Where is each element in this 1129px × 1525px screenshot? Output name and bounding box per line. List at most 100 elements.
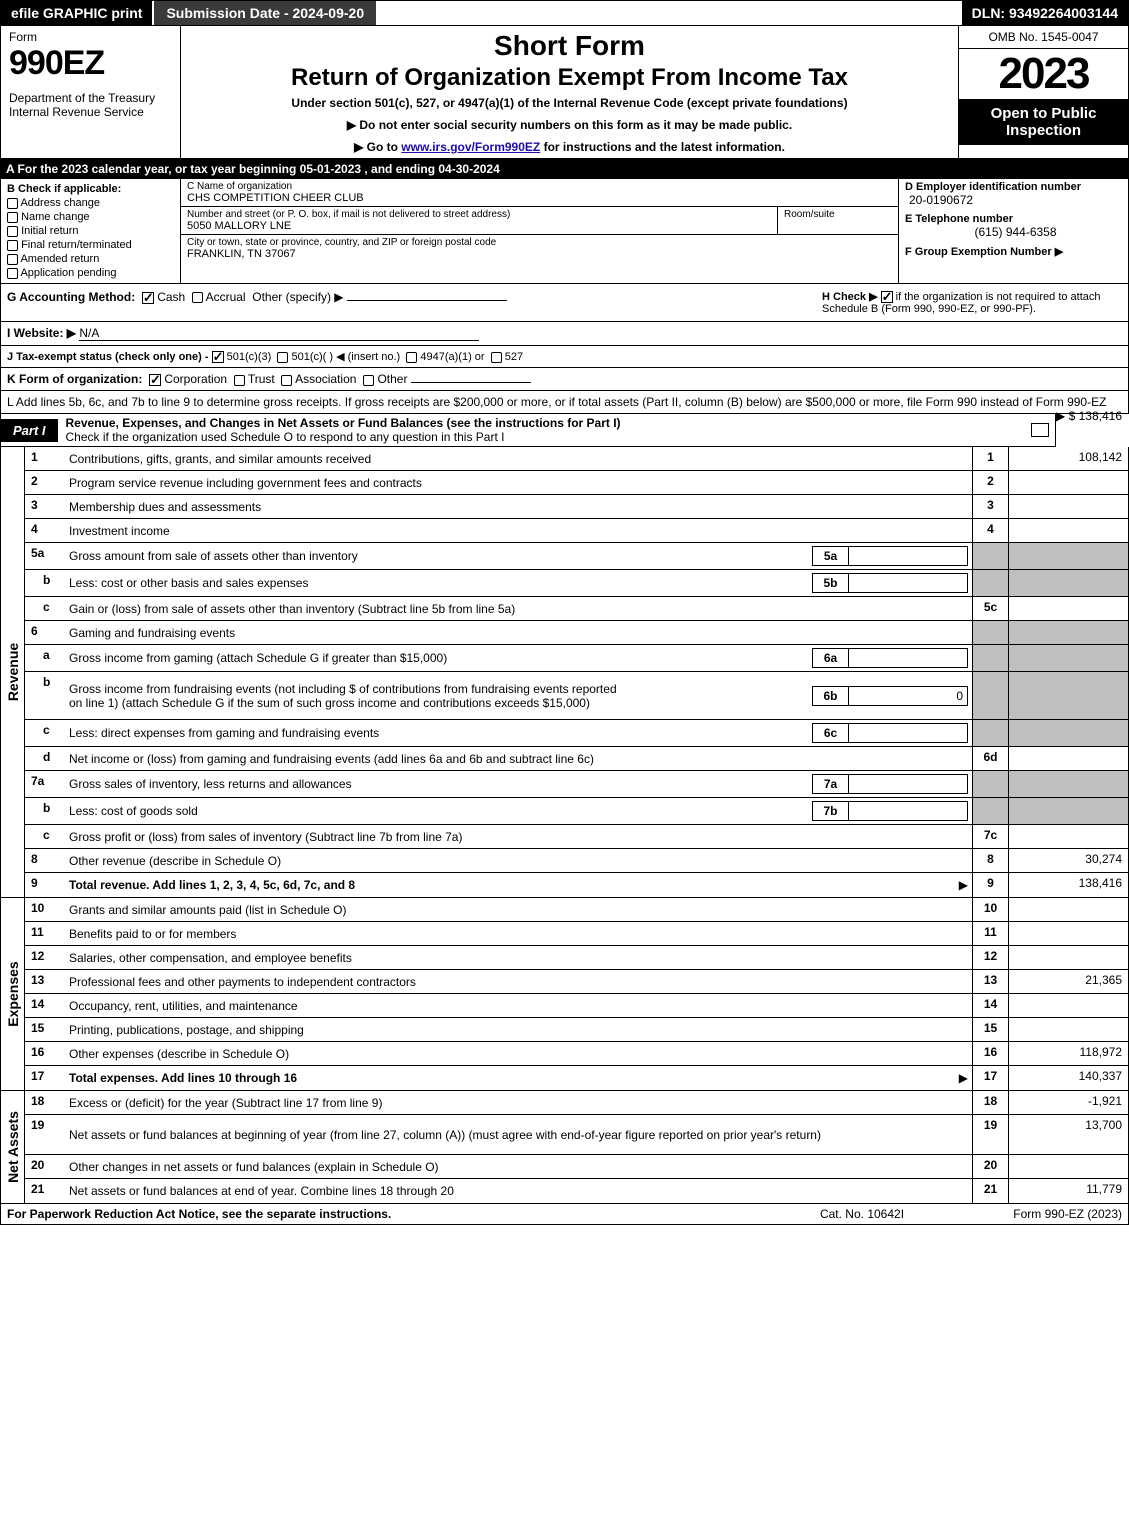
assoc-checkbox-icon[interactable] bbox=[281, 375, 292, 386]
line-val bbox=[1008, 672, 1128, 719]
line-desc: Less: cost of goods sold7b bbox=[65, 798, 972, 824]
line-desc: Net income or (loss) from gaming and fun… bbox=[65, 747, 972, 770]
line-val bbox=[1008, 747, 1128, 770]
check-initial-return: Initial return bbox=[7, 225, 174, 237]
room-cell: Room/suite bbox=[778, 207, 898, 234]
check-address-change: Address change bbox=[7, 197, 174, 209]
other-checkbox-icon[interactable] bbox=[363, 375, 374, 386]
midbox: 5a bbox=[812, 546, 968, 566]
phone-value: (615) 944-6358 bbox=[905, 225, 1122, 239]
line-4: 4Investment income4 bbox=[25, 519, 1128, 543]
line-val bbox=[1008, 645, 1128, 671]
line-rnum bbox=[972, 720, 1008, 746]
line-rnum: 5c bbox=[972, 597, 1008, 620]
line-desc: Net assets or fund balances at end of ye… bbox=[65, 1179, 972, 1203]
schedule-o-checkbox-icon[interactable] bbox=[1031, 423, 1049, 437]
line-rnum: 11 bbox=[972, 922, 1008, 945]
accrual-label: Accrual bbox=[206, 290, 246, 304]
expenses-side-text: Expenses bbox=[5, 962, 21, 1027]
line-text: Benefits paid to or for members bbox=[69, 927, 236, 941]
line-rnum bbox=[972, 621, 1008, 644]
line-rnum: 19 bbox=[972, 1115, 1008, 1154]
line-val: 11,779 bbox=[1008, 1179, 1128, 1203]
line-desc: Gaming and fundraising events bbox=[65, 621, 972, 644]
line-desc: Program service revenue including govern… bbox=[65, 471, 972, 494]
checkbox-icon[interactable] bbox=[7, 198, 18, 209]
h-checkbox-icon[interactable] bbox=[881, 291, 893, 303]
mb-val: 0 bbox=[848, 686, 968, 706]
4947-checkbox-icon[interactable] bbox=[406, 352, 417, 363]
checkbox-icon[interactable] bbox=[7, 254, 18, 265]
501c-label: 501(c)( ) ◀ (insert no.) bbox=[291, 351, 400, 363]
527-checkbox-icon[interactable] bbox=[491, 352, 502, 363]
line-1: 1 Contributions, gifts, grants, and simil… bbox=[25, 447, 1128, 471]
line-text: Gaming and fundraising events bbox=[69, 626, 235, 640]
line-rnum: 7c bbox=[972, 825, 1008, 848]
line-desc: Gross profit or (loss) from sales of inv… bbox=[65, 825, 972, 848]
website-value: N/A bbox=[79, 326, 479, 341]
line-desc: Salaries, other compensation, and employ… bbox=[65, 946, 972, 969]
h-label: H Check ▶ bbox=[822, 291, 878, 303]
line-13: 13Professional fees and other payments t… bbox=[25, 970, 1128, 994]
row-a: A For the 2023 calendar year, or tax yea… bbox=[0, 159, 1129, 179]
line-rnum: 9 bbox=[972, 873, 1008, 897]
line-rnum bbox=[972, 645, 1008, 671]
line-text: Contributions, gifts, grants, and simila… bbox=[69, 452, 371, 466]
line-num: 2 bbox=[25, 471, 65, 494]
other-org-label: Other bbox=[377, 372, 407, 386]
line-val: 140,337 bbox=[1008, 1066, 1128, 1090]
line-desc: Gross amount from sale of assets other t… bbox=[65, 543, 972, 569]
line-rnum: 21 bbox=[972, 1179, 1008, 1203]
line-text: Less: direct expenses from gaming and fu… bbox=[69, 726, 379, 740]
line-text: Gross amount from sale of assets other t… bbox=[69, 549, 358, 563]
line-text: Gross income from fundraising events (no… bbox=[69, 682, 629, 710]
line-5c: cGain or (loss) from sale of assets othe… bbox=[25, 597, 1128, 621]
checkbox-icon[interactable] bbox=[7, 226, 18, 237]
midbox: 6c bbox=[812, 723, 968, 743]
line-rnum: 3 bbox=[972, 495, 1008, 518]
irs-link[interactable]: www.irs.gov/Form990EZ bbox=[401, 140, 540, 154]
footer-center: Cat. No. 10642I bbox=[782, 1207, 942, 1221]
line-val bbox=[1008, 519, 1128, 542]
line-text: Gross profit or (loss) from sales of inv… bbox=[69, 830, 462, 844]
line-14: 14Occupancy, rent, utilities, and mainte… bbox=[25, 994, 1128, 1018]
line-rnum: 2 bbox=[972, 471, 1008, 494]
k-label: K Form of organization: bbox=[7, 372, 142, 386]
line-text: Less: cost or other basis and sales expe… bbox=[69, 576, 308, 590]
cash-checkbox-icon[interactable] bbox=[142, 292, 154, 304]
line-text: Net assets or fund balances at beginning… bbox=[69, 1128, 821, 1142]
top-bar: efile GRAPHIC print Submission Date - 20… bbox=[0, 0, 1129, 26]
line-desc: Other revenue (describe in Schedule O) bbox=[65, 849, 972, 872]
accrual-checkbox-icon[interactable] bbox=[192, 292, 203, 303]
trust-checkbox-icon[interactable] bbox=[234, 375, 245, 386]
f-label: F Group Exemption Number ▶ bbox=[905, 245, 1122, 258]
trust-label: Trust bbox=[248, 372, 275, 386]
501c3-checkbox-icon[interactable] bbox=[212, 351, 224, 363]
line-num: 1 bbox=[25, 447, 65, 470]
line-rnum: 8 bbox=[972, 849, 1008, 872]
line-num: 6 bbox=[25, 621, 65, 644]
address-row: Number and street (or P. O. box, if mail… bbox=[181, 207, 898, 235]
line-rnum: 16 bbox=[972, 1042, 1008, 1065]
line-val: 30,274 bbox=[1008, 849, 1128, 872]
checkbox-icon[interactable] bbox=[7, 240, 18, 251]
corp-checkbox-icon[interactable] bbox=[149, 374, 161, 386]
checkbox-icon[interactable] bbox=[7, 268, 18, 279]
line-7a: 7aGross sales of inventory, less returns… bbox=[25, 771, 1128, 798]
line-text: Excess or (deficit) for the year (Subtra… bbox=[69, 1096, 382, 1110]
line-num: 20 bbox=[25, 1155, 65, 1178]
ein-value: 20-0190672 bbox=[905, 193, 1122, 207]
line-num: b bbox=[25, 570, 65, 596]
line-val: -1,921 bbox=[1008, 1091, 1128, 1114]
line-val bbox=[1008, 621, 1128, 644]
line-21: 21Net assets or fund balances at end of … bbox=[25, 1179, 1128, 1203]
checkbox-icon[interactable] bbox=[7, 212, 18, 223]
line-rnum bbox=[972, 771, 1008, 797]
line-16: 16Other expenses (describe in Schedule O… bbox=[25, 1042, 1128, 1066]
line-desc: Gain or (loss) from sale of assets other… bbox=[65, 597, 972, 620]
midbox: 7b bbox=[812, 801, 968, 821]
part-title-main: Revenue, Expenses, and Changes in Net As… bbox=[66, 416, 621, 430]
501c-checkbox-icon[interactable] bbox=[277, 352, 288, 363]
line-rnum: 14 bbox=[972, 994, 1008, 1017]
accounting-method: G Accounting Method: Cash Accrual Other … bbox=[7, 290, 822, 315]
